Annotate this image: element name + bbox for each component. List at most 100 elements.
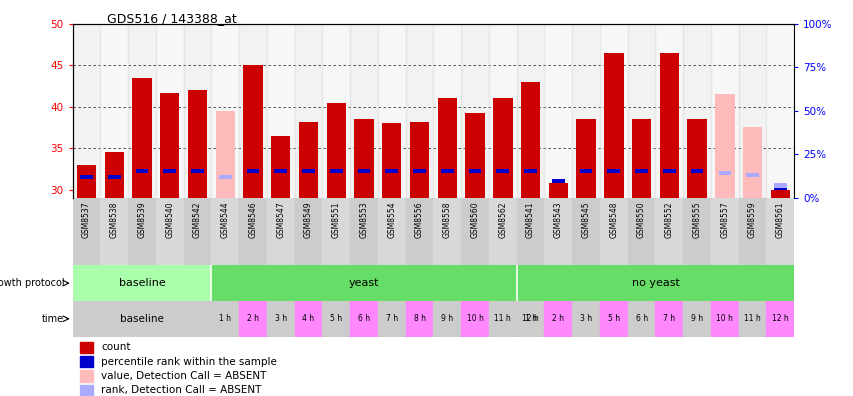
Bar [710,198,738,265]
Text: GSM8543: GSM8543 [553,201,562,238]
Bar [461,198,488,265]
Bar [544,24,572,198]
Text: 10 h: 10 h [466,314,483,323]
Bar [631,119,651,198]
Bar [247,169,259,173]
Text: 12 h: 12 h [521,314,538,323]
Text: GSM8539: GSM8539 [137,201,147,238]
Bar [738,301,766,337]
Bar [496,169,508,173]
Text: 2 h: 2 h [247,314,258,323]
Bar [239,198,266,265]
Bar [266,198,294,265]
Bar [270,136,290,198]
Bar [627,198,655,265]
Bar [326,103,345,198]
Text: 4 h: 4 h [302,314,314,323]
Bar [218,175,231,179]
Text: GSM8547: GSM8547 [276,201,285,238]
Bar [266,24,294,198]
Text: 9 h: 9 h [441,314,453,323]
Bar [101,24,128,198]
Text: time: time [42,314,64,324]
Text: GSM8544: GSM8544 [220,201,229,238]
Bar [239,24,266,198]
Bar [520,82,540,198]
Text: GSM8559: GSM8559 [747,201,757,238]
Bar [468,169,481,173]
Bar [655,24,682,198]
Bar [516,301,544,337]
Bar [461,24,488,198]
Bar [155,198,183,265]
Text: GSM8540: GSM8540 [165,201,174,238]
Bar [215,111,235,198]
Bar [188,90,207,198]
Text: 7 h: 7 h [386,314,397,323]
Bar [73,301,212,337]
Text: 11 h: 11 h [743,314,760,323]
Text: 12 h: 12 h [771,314,788,323]
Bar [599,198,627,265]
Text: GSM8561: GSM8561 [775,201,784,238]
Bar [599,24,627,198]
Bar [294,198,322,265]
Text: GSM8551: GSM8551 [331,201,340,238]
Text: 11 h: 11 h [494,314,511,323]
Bar [766,24,793,198]
Text: count: count [102,342,131,352]
Bar [603,53,623,198]
Bar [322,301,350,337]
Bar [73,198,101,265]
Text: 1 h: 1 h [219,314,231,323]
Bar [544,301,572,337]
Bar [128,198,155,265]
Text: baseline: baseline [120,314,164,324]
Text: no yeast: no yeast [630,278,679,288]
Bar [488,198,516,265]
Bar [243,65,263,198]
Text: yeast: yeast [348,278,379,288]
Text: GSM8557: GSM8557 [719,201,728,238]
Bar [516,198,544,265]
Text: 6 h: 6 h [357,314,369,323]
Bar [381,123,401,198]
Bar [710,24,738,198]
Bar [163,169,176,173]
Bar [746,173,758,177]
Bar [516,301,544,337]
Bar [461,301,488,337]
Text: GSM8548: GSM8548 [608,201,618,238]
Bar [465,112,485,198]
Bar [599,301,627,337]
Text: 7 h: 7 h [663,314,675,323]
Bar [714,94,734,198]
Bar [294,24,322,198]
Bar [717,171,730,175]
Text: GSM8537: GSM8537 [82,201,91,238]
Text: GSM8555: GSM8555 [692,201,701,238]
Bar [79,385,93,396]
Text: 9 h: 9 h [690,314,702,323]
Bar [79,371,93,382]
Bar [155,24,183,198]
Bar [773,186,786,190]
Bar [239,301,266,337]
Text: GSM8562: GSM8562 [497,201,507,238]
Text: GSM8541: GSM8541 [525,201,535,238]
Bar [183,198,212,265]
Bar [136,169,148,173]
Text: GSM8549: GSM8549 [304,201,313,238]
Bar [73,265,212,301]
Text: value, Detection Call = ABSENT: value, Detection Call = ABSENT [102,371,266,381]
Bar [329,169,342,173]
Bar [79,356,93,367]
Bar [682,301,710,337]
Bar [405,301,432,337]
Text: GSM8545: GSM8545 [581,201,590,238]
Bar [183,24,212,198]
Bar [655,198,682,265]
Bar [377,198,405,265]
Bar [766,301,793,337]
Bar [655,301,682,337]
